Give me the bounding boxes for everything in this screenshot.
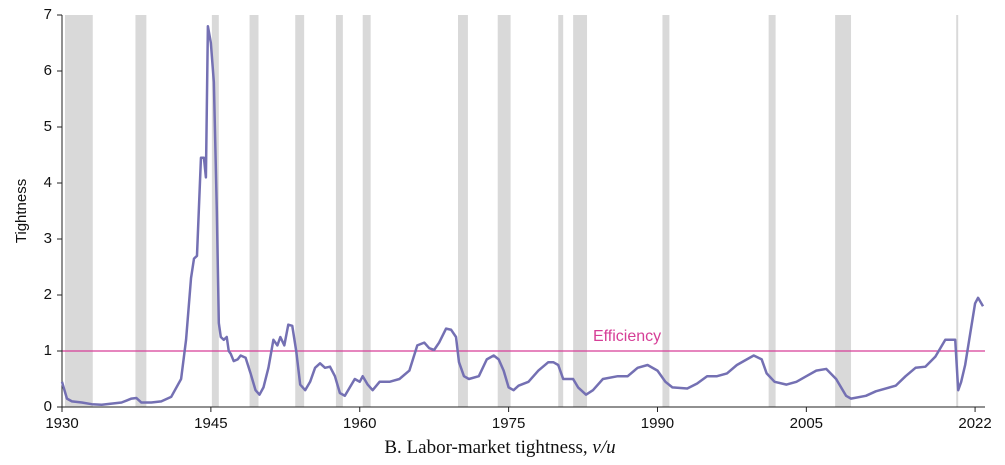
recession-band (362, 15, 371, 407)
reference-label: Efficiency (593, 328, 661, 345)
recession-band (335, 15, 343, 407)
recession-band (956, 15, 959, 407)
caption-symbol: v/u (592, 437, 615, 458)
recession-band (457, 15, 468, 407)
x-tick-label: 1945 (194, 415, 227, 432)
recession-band (768, 15, 776, 407)
recession-band (662, 15, 670, 407)
y-axis-label: Tightness (13, 179, 30, 243)
recession-band (249, 15, 259, 407)
y-tick-label: 0 (44, 398, 52, 415)
recession-band (558, 15, 564, 407)
data-line (60, 24, 985, 407)
x-tick-label: 1960 (343, 415, 376, 432)
y-tick-label: 4 (44, 174, 52, 191)
y-tick-label: 6 (44, 62, 52, 79)
y-tick-label: 1 (44, 342, 52, 359)
caption: B. Labor-market tightness, v/u (384, 437, 615, 458)
x-tick-label: 1930 (45, 415, 78, 432)
y-tick-label: 7 (44, 6, 52, 23)
recession-band (211, 15, 219, 407)
y-tick-label: 2 (44, 286, 52, 303)
x-tick-label: 1975 (492, 415, 525, 432)
recession-band (295, 15, 305, 407)
recession-band (135, 15, 147, 407)
recession-band (835, 15, 852, 407)
x-tick-label: 2022 (958, 415, 991, 432)
recession-band (497, 15, 511, 407)
y-tick-label: 3 (44, 230, 52, 247)
x-tick-label: 2005 (790, 415, 823, 432)
x-tick-label: 1990 (641, 415, 674, 432)
caption-text: B. Labor-market tightness, (384, 437, 587, 458)
y-tick-label: 5 (44, 118, 52, 135)
recession-band (573, 15, 588, 407)
recession-band (64, 15, 93, 407)
